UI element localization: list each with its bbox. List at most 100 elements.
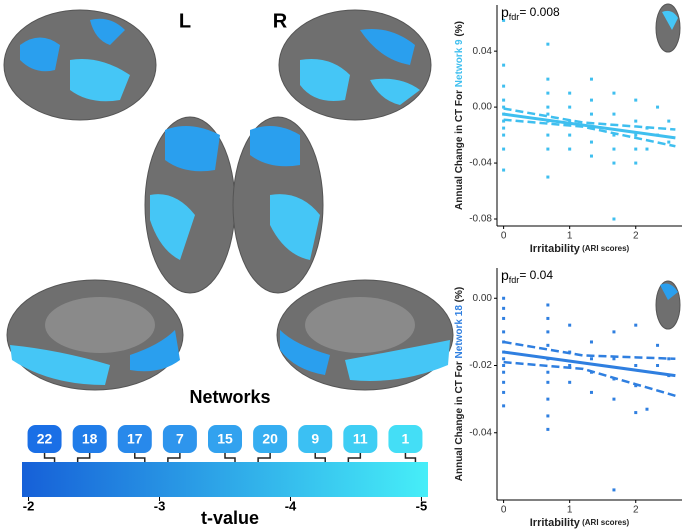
x-axis-label-part: Irritability	[530, 243, 581, 255]
point	[546, 397, 550, 401]
network-label: 1	[402, 431, 410, 447]
point	[546, 370, 550, 374]
point	[634, 98, 638, 102]
p-value: pfdr= 0.04	[501, 267, 553, 286]
point	[612, 147, 616, 151]
y-axis-label-part: (%)	[454, 287, 465, 305]
network-label: 11	[353, 431, 368, 447]
point	[502, 126, 506, 130]
y-tick-label: -0.04	[469, 427, 492, 438]
point	[502, 63, 506, 67]
hemisphere-label: L	[179, 10, 191, 32]
ci-line	[503, 360, 676, 397]
point	[502, 98, 506, 102]
p-text: = 0.04	[519, 268, 553, 282]
point	[502, 370, 506, 374]
y-axis-label-part: Annual Change in CT For	[454, 87, 465, 210]
point	[667, 119, 671, 123]
network-box	[343, 425, 378, 453]
network-connector	[134, 453, 146, 462]
point	[502, 133, 506, 137]
point	[546, 175, 550, 179]
point	[546, 316, 550, 320]
network-box	[388, 425, 423, 453]
colorbar-tick-label: -3	[154, 498, 166, 513]
p-value: pfdr= 0.008	[501, 4, 560, 23]
y-tick-label: -0.08	[469, 214, 492, 225]
ci-line	[503, 107, 676, 131]
network-connector	[314, 453, 326, 462]
point	[634, 133, 638, 137]
network-label: 15	[217, 431, 233, 447]
x-axis-label-part: (ARI scores)	[580, 244, 630, 253]
x-axis-label-part: (ARI scores)	[580, 518, 630, 527]
y-axis-label-part: Network 9	[454, 39, 465, 87]
p-symbol: p	[501, 4, 509, 20]
point	[546, 343, 550, 347]
point	[546, 77, 550, 81]
point	[589, 77, 593, 81]
point	[656, 343, 660, 347]
network-label: 20	[262, 431, 278, 447]
point	[546, 330, 550, 334]
y-axis-label: Annual Change in CT For Network 18 (%)	[454, 287, 465, 481]
point	[546, 112, 550, 116]
network-connector	[43, 453, 56, 462]
point	[502, 357, 506, 361]
point	[645, 147, 649, 151]
point	[568, 380, 572, 384]
fit-line	[503, 112, 676, 140]
point	[502, 147, 506, 151]
y-axis-label-part: (%)	[454, 21, 465, 39]
point	[502, 404, 506, 408]
point	[667, 140, 671, 144]
p-symbol: p	[501, 267, 509, 283]
point	[589, 340, 593, 344]
point	[546, 427, 550, 431]
point	[656, 105, 660, 109]
network-connector	[224, 453, 236, 462]
point	[612, 112, 616, 116]
point	[502, 390, 506, 394]
point	[667, 357, 671, 361]
point	[589, 390, 593, 394]
network-connector	[404, 453, 417, 462]
point	[502, 380, 506, 384]
point	[612, 161, 616, 165]
x-tick-label: 0	[501, 231, 507, 242]
network-box	[298, 425, 333, 453]
point	[634, 161, 638, 165]
point	[645, 407, 649, 411]
p-subscript: fdr	[509, 275, 520, 285]
point	[502, 84, 506, 88]
point	[502, 296, 506, 300]
networks-title: Networks	[189, 387, 270, 407]
point	[634, 411, 638, 415]
x-tick-label: 1	[567, 505, 573, 516]
point	[612, 91, 616, 95]
fit-line	[503, 350, 676, 378]
point	[634, 147, 638, 151]
point	[568, 105, 572, 109]
point	[502, 18, 506, 22]
x-tick-label: 1	[567, 231, 573, 242]
colorbar-tick-label: -5	[416, 498, 428, 513]
y-tick-label: 0.00	[473, 293, 493, 304]
network-box	[253, 425, 288, 453]
y-axis-label: Annual Change in CT For Network 9 (%)	[454, 21, 465, 210]
network-label: 9	[311, 431, 319, 447]
network-connector	[76, 453, 91, 462]
network-box	[117, 425, 152, 453]
x-axis-label: Irritability (ARI scores)	[530, 517, 630, 529]
point	[634, 384, 638, 388]
point	[612, 133, 616, 137]
network-box	[208, 425, 242, 453]
point	[546, 105, 550, 109]
network-connector	[347, 453, 362, 462]
point	[589, 357, 593, 361]
point	[502, 316, 506, 320]
point	[634, 323, 638, 327]
colorbar-tick-label: -4	[285, 498, 297, 513]
point	[589, 140, 593, 144]
